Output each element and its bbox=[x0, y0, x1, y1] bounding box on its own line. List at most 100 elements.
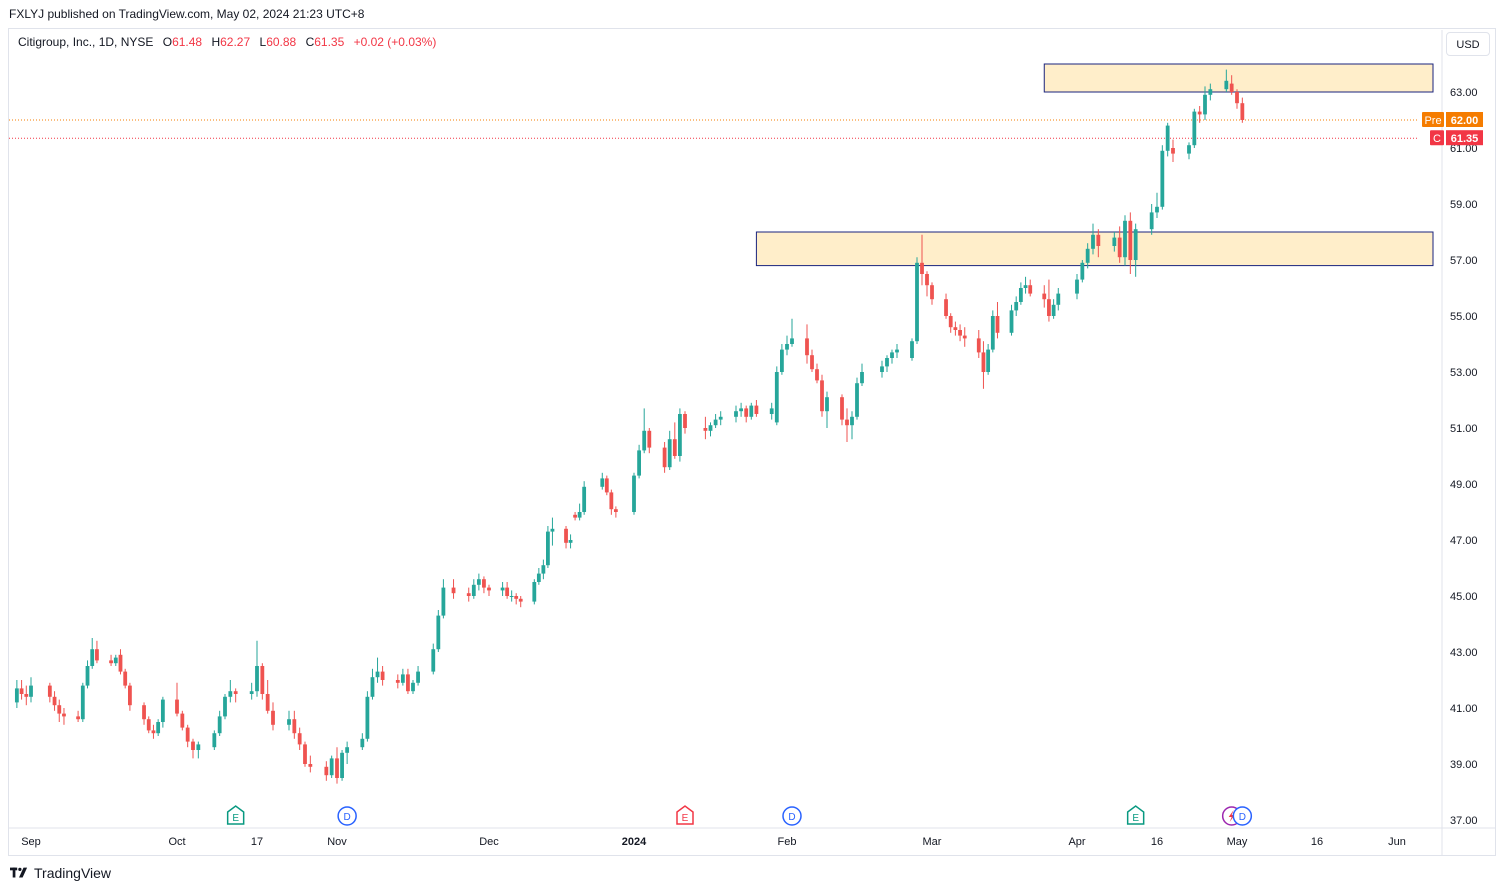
candle-body bbox=[441, 587, 446, 616]
candle-body bbox=[1171, 148, 1175, 154]
dividend-event-icon bbox=[337, 806, 357, 826]
candle-body bbox=[890, 352, 894, 358]
tradingview-logo-icon bbox=[10, 867, 28, 878]
candle-body bbox=[160, 699, 165, 722]
candle-body bbox=[85, 666, 90, 686]
dividend-event-label: D bbox=[1239, 812, 1246, 823]
candle-body bbox=[600, 478, 605, 487]
candle-body bbox=[1224, 80, 1229, 90]
candle-body bbox=[613, 509, 618, 512]
candle-body bbox=[805, 338, 809, 356]
legend-high-label: H bbox=[211, 35, 221, 49]
candle-body bbox=[406, 674, 410, 692]
candle-body bbox=[113, 657, 118, 664]
x-tick-label: 16 bbox=[1151, 836, 1163, 848]
candle-body bbox=[287, 719, 291, 725]
candle-body bbox=[156, 722, 161, 734]
candle-body bbox=[411, 682, 415, 692]
price-badge-tag bbox=[1430, 130, 1444, 146]
candle-body bbox=[981, 352, 986, 372]
x-tick-label: 16 bbox=[1311, 836, 1323, 848]
candle-body bbox=[476, 579, 481, 585]
symbol-legend: Citigroup, Inc., 1D, NYSE O61.48 H62.27 … bbox=[18, 33, 436, 51]
y-tick-label: 49.00 bbox=[1450, 479, 1478, 491]
y-tick-label: 53.00 bbox=[1450, 367, 1478, 379]
candle-body bbox=[1014, 302, 1019, 311]
candle-body bbox=[500, 587, 505, 591]
lightning-icon bbox=[1228, 810, 1235, 822]
published-header: FXLYJ published on TradingView.com, May … bbox=[9, 7, 365, 21]
candle-body bbox=[1240, 103, 1245, 120]
x-tick-label: Sep bbox=[21, 836, 41, 848]
candle-body bbox=[986, 349, 991, 372]
candle-body bbox=[509, 596, 514, 597]
candle-body bbox=[62, 713, 66, 717]
candle-body bbox=[360, 738, 365, 748]
dividend-event-label: D bbox=[344, 812, 351, 823]
price-badge-value: 62.00 bbox=[1451, 115, 1479, 127]
dividend-event-icon bbox=[1232, 806, 1253, 826]
currency-button[interactable]: USD bbox=[1446, 32, 1490, 56]
x-tick-label: Dec bbox=[479, 836, 499, 848]
x-tick-label: Feb bbox=[778, 836, 797, 848]
candle-body bbox=[637, 450, 641, 476]
candle-body bbox=[217, 716, 222, 734]
candle-body bbox=[1028, 285, 1033, 294]
candle-body bbox=[990, 316, 995, 350]
y-tick-label: 61.00 bbox=[1450, 143, 1478, 155]
candle-body bbox=[380, 671, 385, 680]
candle-body bbox=[642, 430, 647, 451]
candle-body bbox=[431, 649, 436, 672]
candle-body bbox=[142, 705, 146, 720]
candle-body bbox=[514, 596, 519, 599]
candle-body bbox=[925, 274, 929, 286]
y-tick-label: 57.00 bbox=[1450, 255, 1478, 267]
candle-body bbox=[577, 512, 582, 518]
candle-body bbox=[1229, 83, 1234, 92]
candle-body bbox=[80, 685, 85, 720]
legend-open-value: 61.48 bbox=[172, 35, 203, 49]
candle-body bbox=[308, 764, 313, 767]
candle-body bbox=[1085, 248, 1090, 263]
candle-body bbox=[790, 338, 794, 344]
price-badge-tag bbox=[1422, 112, 1444, 127]
candle-body bbox=[568, 540, 573, 543]
candle-body bbox=[780, 349, 784, 372]
candle-body bbox=[185, 727, 190, 742]
legend-change-value: +0.02 (+0.03%) bbox=[353, 35, 437, 49]
candle-body bbox=[1056, 293, 1061, 305]
candle-body bbox=[340, 752, 344, 778]
candle-body bbox=[370, 677, 375, 697]
candle-body bbox=[895, 349, 899, 353]
earnings-event-label: E bbox=[682, 813, 689, 824]
candle-body bbox=[744, 408, 749, 417]
candle-body bbox=[810, 355, 814, 370]
candle-body bbox=[855, 383, 859, 417]
candle-body bbox=[76, 716, 80, 720]
candle-body bbox=[180, 713, 185, 728]
candle-body bbox=[260, 666, 265, 694]
legend-close-value: 61.35 bbox=[314, 35, 345, 49]
y-tick-label: 47.00 bbox=[1450, 535, 1478, 547]
tradingview-footer[interactable]: TradingView bbox=[10, 863, 111, 883]
candle-body bbox=[532, 582, 537, 602]
candle-body bbox=[329, 758, 334, 776]
candle-body bbox=[573, 514, 577, 518]
y-tick-label: 63.00 bbox=[1450, 87, 1478, 99]
candle-body bbox=[1042, 293, 1047, 300]
candle-body bbox=[223, 696, 227, 717]
candle-body bbox=[930, 285, 934, 300]
candle-body bbox=[14, 688, 19, 703]
candle-body bbox=[1091, 234, 1095, 249]
candle-body bbox=[436, 615, 441, 650]
candle-body bbox=[29, 685, 33, 697]
footer-brand: TradingView bbox=[34, 865, 112, 881]
candle-body bbox=[1160, 150, 1165, 207]
earnings-event-icon bbox=[676, 805, 694, 825]
candles-group bbox=[14, 69, 1245, 784]
candle-body bbox=[324, 766, 329, 776]
candle-body bbox=[739, 408, 743, 412]
y-tick-label: 55.00 bbox=[1450, 311, 1478, 323]
candle-body bbox=[19, 688, 24, 694]
